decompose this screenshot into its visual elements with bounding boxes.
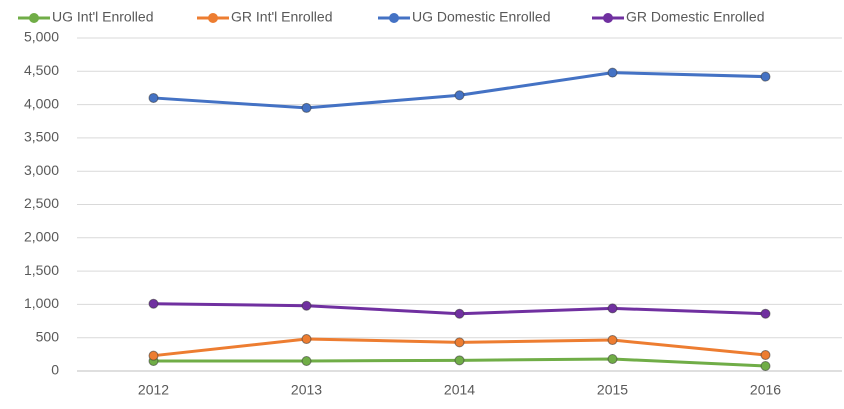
- data-point: [301, 356, 312, 367]
- data-point: [760, 361, 771, 372]
- data-point: [454, 90, 465, 101]
- legend-label: GR Int'l Enrolled: [231, 9, 333, 25]
- x-tick-label: 2014: [444, 382, 475, 398]
- y-tick-label: 1,000: [24, 295, 59, 311]
- y-tick-label: 3,000: [24, 162, 59, 178]
- legend-marker: [208, 13, 218, 23]
- data-point: [148, 350, 159, 361]
- legend-label: GR Domestic Enrolled: [626, 9, 765, 25]
- data-point: [607, 354, 618, 365]
- y-tick-label: 2,000: [24, 229, 59, 245]
- y-tick-label: 4,500: [24, 62, 59, 78]
- data-point: [760, 308, 771, 319]
- y-tick-label: 1,500: [24, 262, 59, 278]
- y-tick-label: 0: [51, 362, 59, 378]
- data-point: [301, 102, 312, 113]
- data-point: [607, 67, 618, 78]
- data-point: [607, 335, 618, 346]
- legend-marker: [389, 13, 399, 23]
- data-point: [301, 334, 312, 345]
- x-tick-label: 2016: [750, 382, 781, 398]
- data-point: [301, 300, 312, 311]
- y-tick-label: 500: [36, 328, 60, 344]
- x-tick-label: 2012: [138, 382, 169, 398]
- y-tick-label: 5,000: [24, 29, 59, 45]
- legend-marker: [603, 13, 613, 23]
- y-tick-label: 3,500: [24, 129, 59, 145]
- data-point: [454, 308, 465, 319]
- data-point: [454, 337, 465, 348]
- data-point: [607, 303, 618, 314]
- legend-marker: [29, 13, 39, 23]
- y-tick-label: 4,000: [24, 95, 59, 111]
- y-tick-label: 2,500: [24, 195, 59, 211]
- data-point: [760, 350, 771, 361]
- x-tick-label: 2013: [291, 382, 322, 398]
- data-point: [148, 92, 159, 103]
- x-tick-label: 2015: [597, 382, 628, 398]
- data-point: [148, 298, 159, 309]
- data-point: [760, 71, 771, 82]
- data-point: [454, 355, 465, 366]
- legend-label: UG Domestic Enrolled: [412, 9, 551, 25]
- legend-label: UG Int'l Enrolled: [52, 9, 154, 25]
